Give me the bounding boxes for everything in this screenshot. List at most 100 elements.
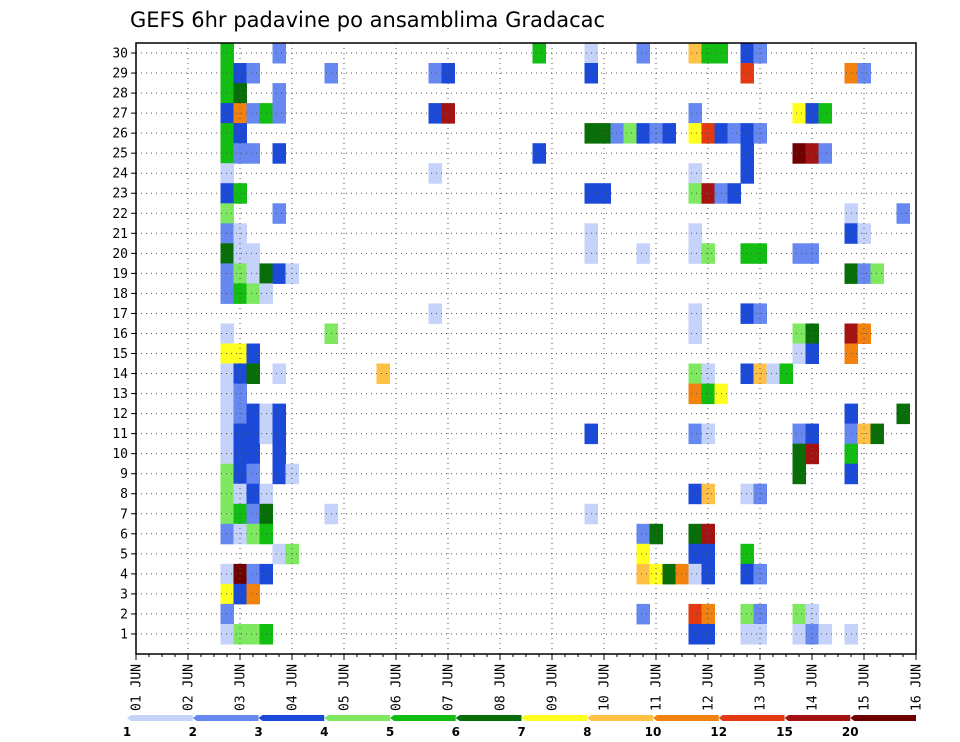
x-tick-label: 15 JUN	[858, 664, 873, 711]
y-tick-label: 30	[112, 47, 128, 62]
precip-cell	[740, 603, 754, 625]
precip-cell	[701, 624, 715, 645]
precip-cell	[688, 43, 702, 64]
precip-cell	[636, 543, 650, 565]
colorbar-label: 4	[320, 725, 328, 739]
colorbar-label: 6	[452, 725, 460, 739]
x-tick-label: 07 JUN	[442, 664, 457, 711]
precip-cell	[233, 624, 247, 645]
precip-cell	[428, 303, 442, 324]
colorbar-label: 10	[645, 725, 662, 739]
precip-cell	[636, 523, 650, 545]
precip-cell	[233, 523, 247, 545]
precip-cell	[246, 563, 260, 585]
precip-cell	[792, 624, 806, 645]
y-tick-label: 27	[112, 107, 128, 122]
precip-cell	[272, 403, 286, 425]
colorbar-swatch	[850, 715, 916, 721]
precip-cell	[701, 563, 715, 585]
precip-cell	[246, 423, 260, 445]
precip-cell	[246, 463, 260, 485]
precip-cell	[688, 223, 702, 244]
precip-cell	[792, 463, 806, 485]
y-tick-label: 9	[120, 467, 128, 482]
precip-cell	[740, 163, 754, 184]
precip-cell	[272, 443, 286, 465]
chart-title: GEFS 6hr padavine po ansamblima Gradacac	[130, 8, 605, 32]
precip-cell	[220, 483, 234, 505]
precip-cell	[792, 343, 806, 364]
precip-cell	[740, 43, 754, 64]
precip-cell	[688, 103, 702, 124]
precip-cell	[220, 83, 234, 104]
precip-cell	[792, 243, 806, 264]
colorbar-label: 12	[710, 725, 727, 739]
precip-cell	[610, 123, 624, 144]
precip-cell	[220, 323, 234, 344]
x-tick-label: 13 JUN	[754, 664, 769, 711]
precip-cell	[246, 103, 260, 124]
precip-cell	[220, 263, 234, 284]
precip-cell	[220, 363, 234, 384]
precip-cell	[688, 163, 702, 184]
colorbar-label: 20	[842, 725, 859, 739]
precip-cell	[896, 403, 910, 425]
precip-cell	[792, 103, 806, 124]
precip-cell	[688, 624, 702, 645]
colorbar-swatch	[324, 715, 390, 721]
precip-cell	[246, 283, 260, 304]
precip-cell	[701, 543, 715, 565]
y-tick-label: 10	[112, 447, 128, 462]
precip-cell	[220, 203, 234, 224]
y-tick-label: 24	[112, 167, 128, 182]
y-tick-label: 16	[112, 327, 128, 342]
y-tick-label: 18	[112, 287, 128, 302]
y-tick-label: 20	[112, 247, 128, 262]
precip-cell	[740, 143, 754, 164]
y-tick-label: 11	[112, 427, 128, 442]
precip-cell	[220, 383, 234, 405]
precip-cell	[428, 103, 442, 124]
precip-cell	[246, 143, 260, 164]
precip-cell	[272, 43, 286, 64]
precip-cell	[688, 483, 702, 505]
x-tick-label: 03 JUN	[234, 664, 249, 711]
precip-cell	[688, 183, 702, 204]
precip-cell	[246, 343, 260, 364]
precip-cell	[688, 323, 702, 344]
precip-cell	[220, 283, 234, 304]
precip-cell	[246, 403, 260, 425]
y-tick-label: 23	[112, 187, 128, 202]
precip-cell	[688, 423, 702, 445]
precip-cell	[220, 183, 234, 204]
y-tick-label: 17	[112, 307, 128, 322]
precip-cell	[688, 303, 702, 324]
x-axis: 01 JUN 02 JUN 03 JUN 04 JUN 05 JUN 06 JUN 07 J…	[130, 654, 925, 711]
precip-cell	[662, 563, 676, 585]
precip-cell	[740, 563, 754, 585]
precip-cell	[272, 463, 286, 485]
precip-cell	[818, 103, 832, 124]
precip-cell	[662, 123, 676, 144]
y-tick-label: 4	[120, 567, 128, 582]
precip-cell	[753, 563, 767, 585]
precip-cell	[688, 543, 702, 565]
precip-cell	[740, 363, 754, 384]
precip-cell	[688, 383, 702, 405]
precip-cell	[688, 603, 702, 625]
colorbar: 1 2 3 4 5 6 7 8 10 12 15 20	[123, 715, 916, 739]
precip-cell	[220, 443, 234, 465]
precip-cell	[792, 143, 806, 164]
precip-cell	[766, 363, 780, 384]
x-tick-label: 06 JUN	[390, 664, 405, 711]
precip-cell	[285, 543, 299, 565]
precip-cell	[220, 143, 234, 164]
y-tick-label: 14	[112, 367, 128, 382]
precip-cell	[805, 624, 819, 645]
x-tick-label: 11 JUN	[650, 664, 665, 711]
y-tick-label: 21	[112, 227, 128, 242]
precip-cell	[753, 603, 767, 625]
precip-cell	[220, 63, 234, 84]
colorbar-swatch	[127, 715, 193, 721]
